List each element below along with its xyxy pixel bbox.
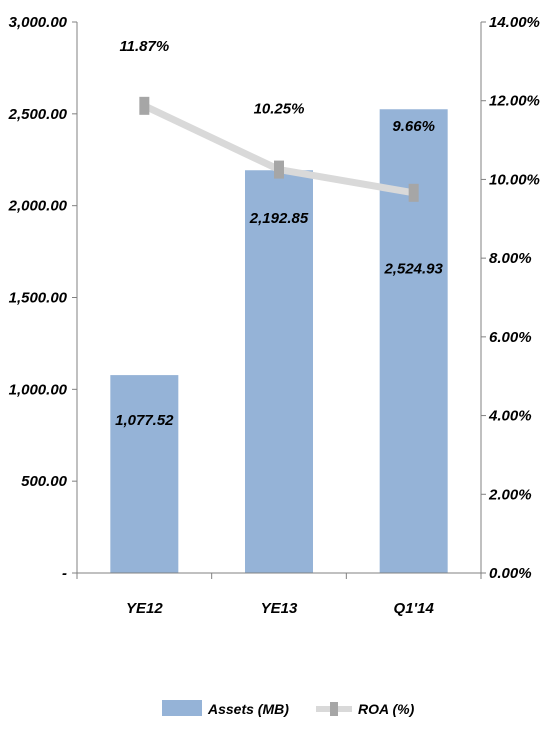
bar-q1-14 [379, 109, 448, 574]
left-axis-tick-label: 1,500.00 [9, 290, 68, 307]
bar-value-label: 1,077.52 [115, 412, 174, 429]
right-axis-tick-label: 10.00% [489, 171, 540, 188]
left-axis-tick-label: 3,000.00 [9, 14, 68, 31]
right-axis-tick-label: 14.00% [489, 14, 540, 31]
bar-ye12 [110, 375, 179, 573]
bar-ye13 [245, 170, 313, 573]
right-axis-tick-label: 2.00% [488, 486, 532, 503]
x-axis-category-label: YE13 [261, 600, 298, 617]
right-axis-tick-label: 6.00% [489, 329, 532, 346]
left-axis-tick-label: - [62, 565, 67, 582]
left-axis-tick-label: 500.00 [21, 473, 68, 490]
roa-value-label: 9.66% [392, 118, 435, 135]
roa-marker [274, 160, 284, 179]
roa-marker [408, 183, 419, 202]
left-axis-tick-label: 2,000.00 [8, 198, 68, 215]
right-axis-tick-label: 8.00% [489, 250, 532, 267]
roa-value-label: 10.25% [254, 101, 305, 118]
bar-value-label: 2,524.93 [383, 260, 443, 277]
right-axis-tick-label: 12.00% [489, 93, 540, 110]
right-axis-tick-label: 0.00% [489, 565, 532, 582]
roa-value-label: 11.87% [119, 38, 169, 55]
left-axis-tick-label: 1,000.00 [9, 381, 68, 398]
legend-swatch-assets [162, 700, 202, 716]
right-axis-tick-label: 4.00% [488, 408, 532, 425]
legend-swatch-roa-marker [330, 702, 338, 716]
x-axis-category-label: YE12 [126, 600, 163, 617]
roa-marker [139, 96, 150, 115]
x-axis-category-label: Q1'14 [394, 600, 435, 617]
legend-label-assets: Assets (MB) [207, 701, 289, 717]
legend-label-roa: ROA (%) [358, 701, 415, 717]
bar-value-label: 2,192.85 [249, 210, 309, 227]
left-axis-tick-label: 2,500.00 [8, 106, 68, 123]
